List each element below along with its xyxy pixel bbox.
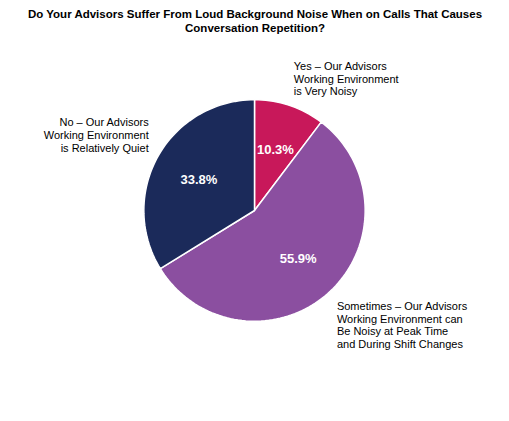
svg-text:10.3%: 10.3% — [257, 142, 294, 157]
svg-text:Yes – Our AdvisorsWorking Envi: Yes – Our AdvisorsWorking Environmentis … — [294, 60, 399, 97]
svg-text:No – Our AdvisorsWorking Envir: No – Our AdvisorsWorking Environmentis R… — [44, 116, 149, 153]
svg-text:Do Your Advisors Suffer From L: Do Your Advisors Suffer From Loud Backgr… — [28, 8, 482, 34]
svg-text:Sometimes – Our AdvisorsWorkin: Sometimes – Our AdvisorsWorking Environm… — [337, 300, 468, 350]
svg-text:33.8%: 33.8% — [181, 172, 218, 187]
svg-text:55.9%: 55.9% — [280, 251, 317, 266]
